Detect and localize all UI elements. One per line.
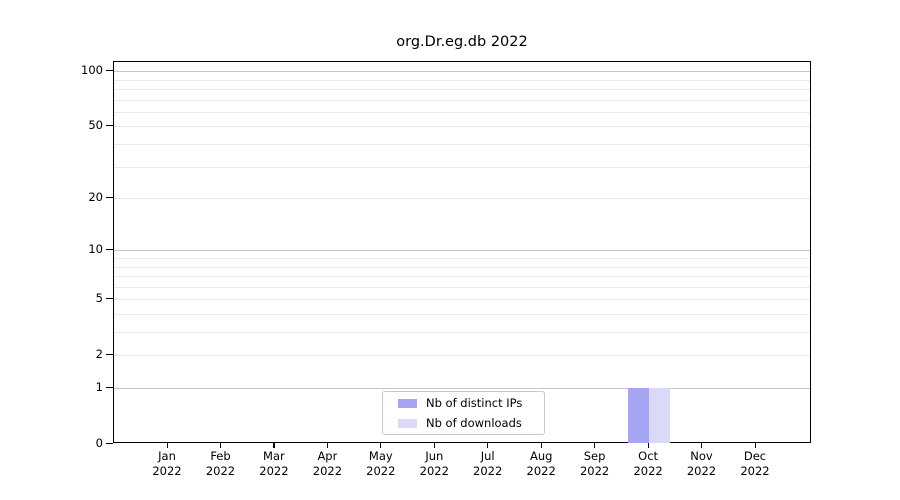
y-tick-label: 1 [95, 380, 103, 394]
legend-label-distinct-ips: Nb of distinct IPs [426, 396, 523, 410]
x-tick-mark [166, 443, 168, 448]
x-tick-mark [647, 443, 649, 448]
minor-gridline [114, 355, 810, 357]
minor-gridline [114, 166, 810, 168]
x-tick-month: May [368, 449, 393, 463]
x-tick-label-oct: Oct 2022 [613, 449, 683, 479]
x-tick-mark [540, 443, 542, 448]
y-tick-mark [106, 297, 113, 299]
minor-gridline [114, 313, 810, 315]
x-tick-label-may: May 2022 [346, 449, 416, 479]
x-tick-month: Nov [690, 449, 713, 463]
minor-gridline [114, 88, 810, 90]
x-tick-month: Aug [529, 449, 553, 463]
x-tick-label-apr: Apr 2022 [292, 449, 362, 479]
x-tick-label-dec: Dec 2022 [720, 449, 790, 479]
minor-gridline [114, 276, 810, 277]
x-tick-year: 2022 [366, 464, 396, 478]
minor-gridline [114, 126, 810, 128]
minor-gridline [114, 299, 810, 301]
x-tick-label-jun: Jun 2022 [399, 449, 469, 479]
legend-item-downloads: Nb of downloads [398, 415, 544, 432]
bar-distinct-ips-oct [627, 388, 650, 443]
x-tick-year: 2022 [686, 464, 717, 478]
x-tick-year: 2022 [259, 464, 289, 478]
x-tick-month: Mar [263, 449, 285, 463]
x-tick-label-mar: Mar 2022 [239, 449, 309, 479]
x-tick-label-jan: Jan 2022 [132, 449, 202, 479]
minor-gridline [114, 286, 810, 288]
x-tick-year: 2022 [205, 464, 236, 478]
x-tick-mark [273, 443, 275, 448]
minor-gridline [114, 143, 810, 145]
y-tick-mark [106, 442, 113, 444]
x-tick-mark [487, 443, 489, 448]
y-tick-mark [106, 196, 113, 198]
y-tick-label: 0 [95, 436, 103, 450]
minor-gridline [114, 332, 810, 333]
x-tick-label-sep: Sep 2022 [560, 449, 630, 479]
y-tick-label: 50 [88, 118, 103, 133]
y-tick-label: 20 [88, 190, 103, 204]
major-gridline [114, 388, 810, 389]
legend-label-downloads: Nb of downloads [426, 416, 522, 430]
plot-area: Nb of distinct IPs Nb of downloads [113, 61, 811, 443]
minor-gridline [114, 99, 810, 101]
x-tick-month: Jul [480, 449, 495, 463]
y-tick-mark [106, 386, 113, 388]
x-tick-month: Dec [743, 449, 767, 463]
x-tick-month: Jun [425, 449, 444, 463]
x-tick-mark [701, 443, 703, 448]
y-tick-mark [106, 124, 113, 126]
x-tick-year: 2022 [312, 464, 343, 478]
chart-title: org.Dr.eg.db 2022 [396, 34, 528, 50]
x-tick-mark [380, 443, 382, 448]
y-tick-label: 10 [88, 242, 103, 257]
minor-gridline [114, 111, 810, 113]
legend-item-distinct-ips: Nb of distinct IPs [398, 395, 544, 412]
minor-gridline [114, 198, 810, 199]
x-tick-month: Apr [317, 449, 338, 463]
legend-swatch-downloads [398, 418, 417, 428]
legend-swatch-distinct-ips [398, 398, 417, 408]
x-tick-mark [594, 443, 596, 448]
x-tick-mark [220, 443, 222, 448]
x-tick-year: 2022 [419, 464, 449, 478]
x-tick-label-nov: Nov 2022 [667, 449, 737, 479]
x-tick-year: 2022 [633, 464, 663, 478]
x-tick-year: 2022 [152, 464, 182, 478]
bar-downloads-oct [649, 388, 671, 443]
x-tick-mark [433, 443, 435, 448]
minor-gridline [114, 266, 810, 268]
x-tick-mark [326, 443, 329, 448]
major-gridline [114, 250, 810, 252]
major-gridline [114, 71, 810, 73]
x-tick-month: Oct [638, 449, 659, 463]
y-tick-label: 2 [95, 347, 103, 362]
y-tick-mark [106, 248, 113, 250]
x-tick-label-aug: Aug 2022 [506, 449, 576, 479]
x-tick-year: 2022 [579, 464, 610, 478]
y-tick-label: 5 [95, 291, 103, 306]
x-tick-mark [754, 443, 756, 448]
y-tick-mark [106, 353, 113, 355]
x-tick-month: Feb [210, 449, 231, 463]
x-tick-year: 2022 [473, 464, 503, 478]
x-tick-year: 2022 [740, 464, 770, 478]
x-tick-year: 2022 [526, 464, 556, 478]
minor-gridline [114, 257, 810, 259]
x-tick-month: Sep [583, 449, 606, 463]
y-tick-label: 100 [81, 63, 103, 78]
y-tick-mark [106, 69, 113, 71]
x-tick-month: Jan [158, 449, 176, 463]
x-tick-label-feb: Feb 2022 [186, 449, 256, 479]
minor-gridline [114, 79, 810, 81]
legend: Nb of distinct IPs Nb of downloads [382, 391, 545, 435]
x-tick-label-jul: Jul 2022 [453, 449, 523, 479]
